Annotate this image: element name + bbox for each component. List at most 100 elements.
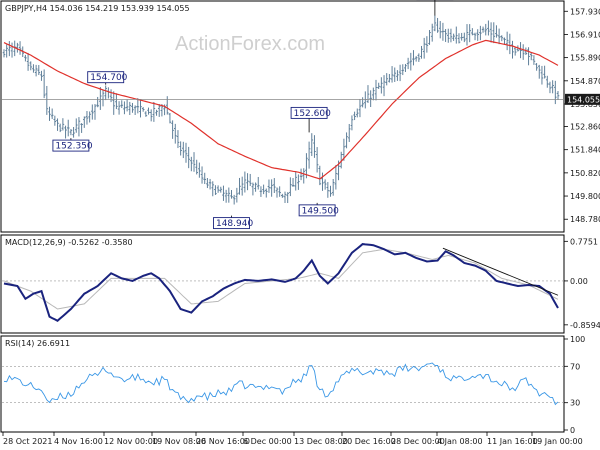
price-bar (192, 152, 196, 172)
price-bar (123, 101, 126, 115)
price-bar (492, 22, 496, 44)
price-bar (243, 171, 247, 193)
price-y-tick-label: 156.910 (570, 30, 600, 39)
price-y-tick-label: 149.800 (570, 192, 600, 201)
price-bar (529, 52, 533, 61)
price-bar (283, 191, 287, 203)
price-bar (345, 132, 348, 149)
callout-label: 152.600 (294, 109, 331, 119)
rsi-y-tick-label: 30 (570, 399, 580, 408)
price-bar (80, 123, 83, 133)
price-bar (369, 90, 372, 108)
price-bar (208, 178, 212, 190)
price-bar (524, 47, 528, 55)
price-bar (436, 17, 439, 33)
time-tick-label: 4 Nov 16:00 (54, 437, 103, 446)
price-bar (487, 20, 490, 36)
price-bar (91, 104, 94, 120)
price-bar (2, 49, 6, 58)
macd-y-tick-label: 0.00 (570, 277, 588, 286)
price-bar (433, 15, 437, 32)
price-bar (347, 123, 351, 142)
time-tick-label: 19 Nov 08:00 (152, 437, 206, 446)
rsi-y-axis: 100 70 30 0 (564, 335, 585, 435)
price-bar (216, 185, 220, 193)
price-bar (45, 85, 49, 115)
price-bar (396, 70, 399, 81)
price-bar (149, 109, 153, 122)
price-bar (484, 23, 488, 36)
price-bar (315, 147, 319, 173)
price-bar (34, 64, 38, 77)
price-bar (69, 129, 73, 136)
time-tick-label: 19 Jan 00:00 (532, 437, 583, 446)
price-bar (198, 162, 201, 178)
price-bar (264, 188, 268, 198)
price-bar (179, 141, 182, 156)
price-bar (479, 25, 482, 41)
price-bar (5, 44, 8, 58)
price-bar (511, 40, 514, 59)
price-bar (339, 151, 343, 169)
price-y-tick-label: 148.780 (570, 215, 600, 224)
time-tick-label: 6 Dec 00:00 (243, 437, 292, 446)
price-y-tick-label: 157.930 (570, 7, 600, 16)
price-bar (222, 185, 225, 201)
price-bar (489, 22, 493, 43)
price-bar (230, 190, 233, 199)
price-bar (152, 101, 156, 122)
price-bar (120, 100, 124, 109)
price-bar (115, 93, 118, 110)
price-bar (374, 79, 378, 101)
rsi-panel-label: RSI(14) 26.6911 (5, 339, 70, 348)
price-bar (473, 32, 477, 41)
price-bar (430, 23, 434, 42)
price-bar (246, 173, 249, 191)
price-bar (171, 120, 174, 139)
price-bar (441, 22, 445, 41)
callout-label: 152.350 (55, 142, 92, 152)
price-bar (182, 141, 185, 159)
price-bar (377, 82, 380, 89)
price-callout: 157.740 (416, 0, 457, 16)
time-tick-label: 11 Jan 16:00 (487, 437, 538, 446)
price-bar (168, 112, 172, 124)
price-bar (350, 115, 354, 131)
callout-box (87, 71, 125, 84)
macd-line (3, 243, 559, 323)
price-bar (53, 115, 57, 126)
price-bar (420, 45, 423, 59)
price-bar (74, 118, 78, 133)
price-callout: 152.600 (290, 106, 331, 133)
price-bar (313, 135, 316, 158)
price-bar (109, 89, 113, 103)
price-panel-frame (0, 0, 565, 233)
price-bar (72, 127, 75, 138)
price-bar (554, 80, 557, 105)
price-bar (532, 55, 536, 65)
price-bar (551, 80, 554, 94)
price-bar (537, 64, 541, 79)
price-bar (238, 177, 241, 195)
price-bar (428, 30, 431, 45)
price-bar (254, 182, 257, 192)
price-bar (211, 181, 215, 197)
price-bar (299, 168, 303, 181)
price-bar (414, 56, 418, 62)
callout-box (290, 106, 328, 119)
price-bar (187, 146, 190, 169)
price-bar (540, 65, 544, 85)
price-bar (449, 28, 453, 43)
macd-trendline (442, 247, 559, 296)
price-bar (48, 106, 51, 121)
price-callout: 154.700 (87, 71, 128, 85)
last-price-label: 154.055 (567, 95, 600, 104)
macd-y-axis: 0.7751 0.00 -0.8594 (564, 237, 600, 330)
price-bar (342, 138, 346, 161)
price-bar (535, 63, 538, 71)
price-bar (251, 182, 255, 196)
price-bar (200, 166, 204, 184)
price-bar (40, 70, 43, 81)
price-annotations: 157.740 154.700 152.350 152.600 149.500 148.9… (52, 0, 457, 229)
price-bar (206, 178, 209, 189)
